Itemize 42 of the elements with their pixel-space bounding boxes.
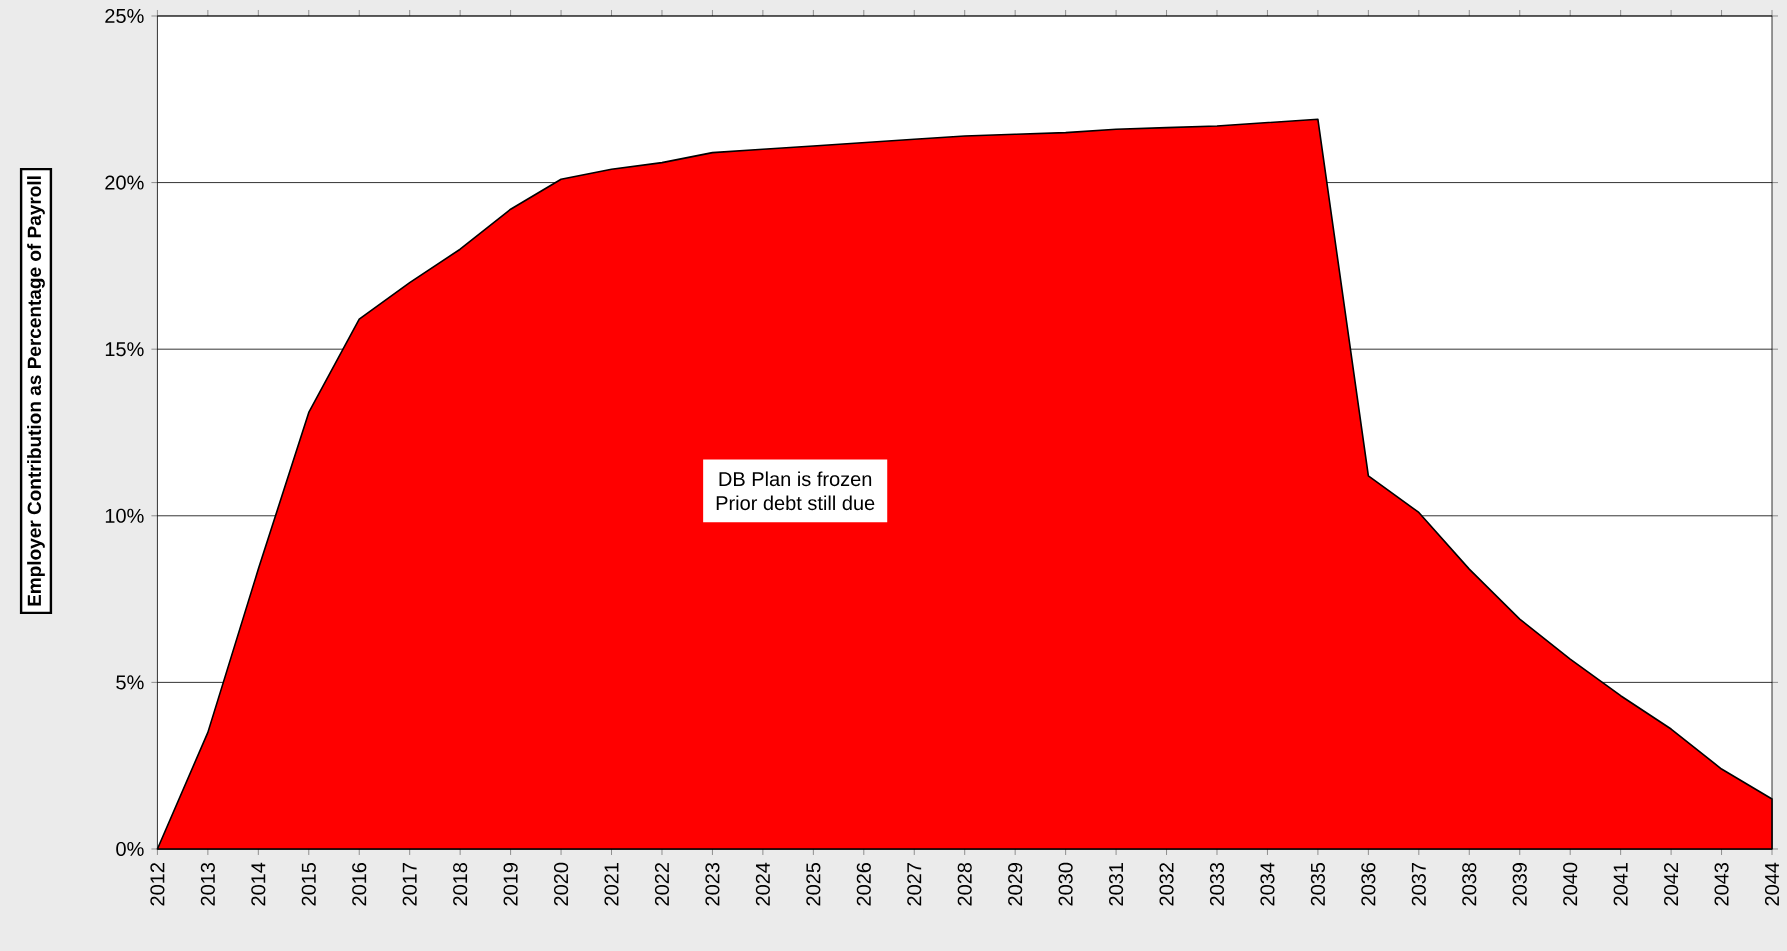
- x-tick-label: 2029: [1008, 862, 1023, 906]
- x-tick-label: 2036: [1361, 862, 1376, 906]
- x-tick-label: 2017: [402, 863, 417, 906]
- x-tick-label: 2019: [503, 862, 518, 906]
- x-tick-label: 2039: [1512, 862, 1527, 906]
- x-tick-label: 2044: [1764, 862, 1780, 906]
- x-tick-label: 2033: [1209, 862, 1225, 906]
- annotation: DB Plan is frozen: [719, 471, 872, 487]
- x-tick-label: 2037: [1411, 863, 1426, 906]
- x-tick-label: 2042: [1664, 863, 1679, 906]
- x-tick-label: 2016: [352, 862, 367, 906]
- x-tick-label: 2025: [806, 862, 821, 906]
- annotation: Prior debt still due: [716, 495, 875, 511]
- x-tick-label: 2021: [604, 863, 619, 906]
- x-tick-label: 2032: [1159, 863, 1174, 906]
- x-tick-label: 2041: [1613, 863, 1628, 906]
- y-tick-label: 5%: [116, 675, 144, 690]
- x-tick-label: 2031: [1109, 863, 1124, 906]
- x-tick-label: 2028: [957, 862, 972, 906]
- x-tick-label: 2038: [1462, 862, 1477, 906]
- y-tick-label: 10%: [105, 508, 144, 523]
- x-tick-label: 2020: [553, 862, 569, 906]
- x-tick-label: 2022: [654, 863, 670, 906]
- x-tick-label: 2027: [907, 863, 922, 906]
- x-tick-label: 2014: [251, 862, 266, 906]
- x-tick-label: 2015: [301, 862, 316, 906]
- y-tick-label: 0%: [116, 841, 144, 857]
- x-tick-label: 2018: [453, 862, 468, 906]
- y-tick-label: 15%: [105, 342, 144, 357]
- y-tick-label: 25%: [105, 8, 144, 24]
- x-tick-label: 2023: [705, 862, 720, 906]
- y-axis-title: Employer Contribution as Percentage of Payroll: [27, 176, 45, 606]
- x-tick-label: 2024: [755, 862, 770, 906]
- x-tick-label: 2013: [200, 862, 215, 906]
- y-tick-label: 20%: [105, 175, 144, 190]
- x-tick-label: 2034: [1260, 862, 1275, 906]
- x-tick-label: 2035: [1310, 862, 1325, 906]
- x-tick-label: 2040: [1563, 862, 1578, 906]
- x-tick-label: 2030: [1058, 862, 1073, 906]
- x-tick-label: 2043: [1714, 862, 1729, 906]
- x-tick-label: 2026: [856, 862, 871, 906]
- x-tick-label: 2012: [150, 863, 165, 906]
